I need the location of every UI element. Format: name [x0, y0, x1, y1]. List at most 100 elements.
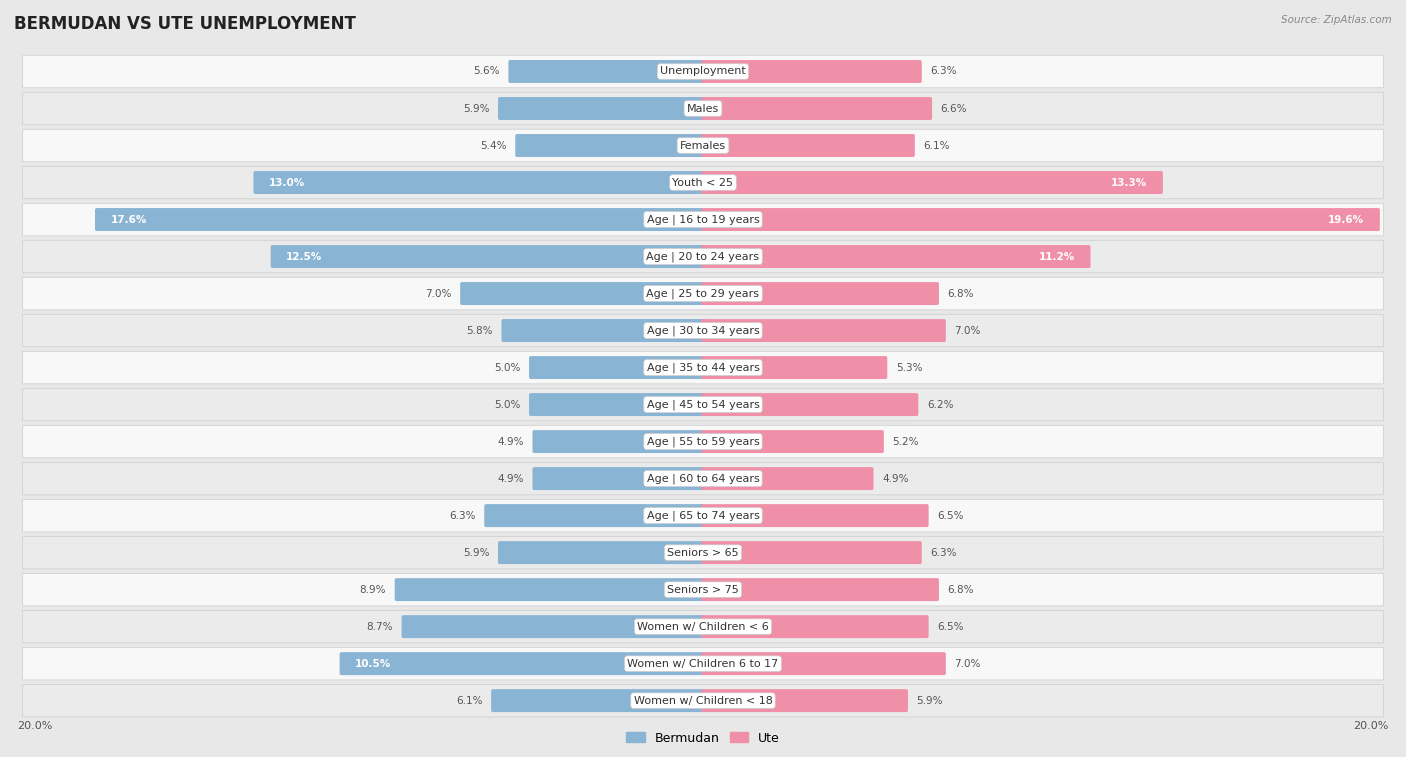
- FancyBboxPatch shape: [22, 684, 1384, 717]
- Text: Age | 25 to 29 years: Age | 25 to 29 years: [647, 288, 759, 299]
- Text: 5.6%: 5.6%: [474, 67, 499, 76]
- Text: 6.5%: 6.5%: [938, 511, 963, 521]
- Text: 12.5%: 12.5%: [287, 251, 322, 261]
- Text: Age | 16 to 19 years: Age | 16 to 19 years: [647, 214, 759, 225]
- Text: 8.7%: 8.7%: [367, 621, 392, 631]
- FancyBboxPatch shape: [22, 425, 1384, 458]
- Text: 5.2%: 5.2%: [893, 437, 920, 447]
- Text: 6.1%: 6.1%: [456, 696, 482, 706]
- Text: 7.0%: 7.0%: [955, 326, 981, 335]
- Text: 6.3%: 6.3%: [931, 67, 957, 76]
- Text: 6.1%: 6.1%: [924, 141, 950, 151]
- Text: Males: Males: [688, 104, 718, 114]
- Text: Age | 65 to 74 years: Age | 65 to 74 years: [647, 510, 759, 521]
- Text: 6.8%: 6.8%: [948, 584, 974, 594]
- FancyBboxPatch shape: [22, 500, 1384, 532]
- Text: 19.6%: 19.6%: [1329, 214, 1364, 225]
- FancyBboxPatch shape: [22, 167, 1384, 199]
- Text: 5.3%: 5.3%: [896, 363, 922, 372]
- FancyBboxPatch shape: [22, 463, 1384, 495]
- Text: 20.0%: 20.0%: [1353, 721, 1389, 731]
- FancyBboxPatch shape: [22, 203, 1384, 236]
- FancyBboxPatch shape: [22, 351, 1384, 384]
- FancyBboxPatch shape: [22, 92, 1384, 125]
- FancyBboxPatch shape: [515, 134, 704, 157]
- FancyBboxPatch shape: [22, 314, 1384, 347]
- FancyBboxPatch shape: [529, 356, 704, 379]
- Text: 6.3%: 6.3%: [931, 547, 957, 558]
- FancyBboxPatch shape: [702, 578, 939, 601]
- Text: 5.0%: 5.0%: [494, 400, 520, 410]
- Text: Women w/ Children < 18: Women w/ Children < 18: [634, 696, 772, 706]
- Text: Age | 30 to 34 years: Age | 30 to 34 years: [647, 326, 759, 336]
- Text: Age | 20 to 24 years: Age | 20 to 24 years: [647, 251, 759, 262]
- FancyBboxPatch shape: [271, 245, 704, 268]
- Text: 6.2%: 6.2%: [927, 400, 953, 410]
- FancyBboxPatch shape: [702, 245, 1091, 268]
- FancyBboxPatch shape: [702, 97, 932, 120]
- FancyBboxPatch shape: [702, 134, 915, 157]
- Text: 5.4%: 5.4%: [481, 141, 506, 151]
- FancyBboxPatch shape: [702, 504, 928, 527]
- FancyBboxPatch shape: [22, 277, 1384, 310]
- Text: 5.8%: 5.8%: [467, 326, 494, 335]
- Text: 6.8%: 6.8%: [948, 288, 974, 298]
- FancyBboxPatch shape: [702, 208, 1379, 231]
- Text: 6.6%: 6.6%: [941, 104, 967, 114]
- FancyBboxPatch shape: [340, 653, 704, 675]
- FancyBboxPatch shape: [22, 647, 1384, 680]
- Text: 6.3%: 6.3%: [449, 511, 475, 521]
- FancyBboxPatch shape: [509, 60, 704, 83]
- Text: 20.0%: 20.0%: [17, 721, 53, 731]
- Text: Age | 35 to 44 years: Age | 35 to 44 years: [647, 363, 759, 372]
- FancyBboxPatch shape: [702, 467, 873, 490]
- Text: 17.6%: 17.6%: [111, 214, 146, 225]
- FancyBboxPatch shape: [702, 60, 922, 83]
- FancyBboxPatch shape: [702, 356, 887, 379]
- Text: Seniors > 65: Seniors > 65: [668, 547, 738, 558]
- FancyBboxPatch shape: [22, 240, 1384, 273]
- Text: Females: Females: [681, 141, 725, 151]
- Text: 7.0%: 7.0%: [425, 288, 451, 298]
- Text: Age | 55 to 59 years: Age | 55 to 59 years: [647, 436, 759, 447]
- Text: 13.3%: 13.3%: [1111, 178, 1147, 188]
- FancyBboxPatch shape: [395, 578, 704, 601]
- FancyBboxPatch shape: [533, 467, 704, 490]
- FancyBboxPatch shape: [22, 573, 1384, 606]
- FancyBboxPatch shape: [491, 689, 704, 712]
- Text: 7.0%: 7.0%: [955, 659, 981, 668]
- FancyBboxPatch shape: [702, 319, 946, 342]
- Text: 6.5%: 6.5%: [938, 621, 963, 631]
- FancyBboxPatch shape: [22, 536, 1384, 569]
- Text: 5.9%: 5.9%: [463, 104, 489, 114]
- FancyBboxPatch shape: [253, 171, 704, 194]
- Text: 8.9%: 8.9%: [360, 584, 387, 594]
- FancyBboxPatch shape: [702, 171, 1163, 194]
- Text: Youth < 25: Youth < 25: [672, 178, 734, 188]
- Text: 13.0%: 13.0%: [269, 178, 305, 188]
- FancyBboxPatch shape: [22, 55, 1384, 88]
- Text: 5.9%: 5.9%: [917, 696, 943, 706]
- Text: Seniors > 75: Seniors > 75: [666, 584, 740, 594]
- Text: Age | 45 to 54 years: Age | 45 to 54 years: [647, 400, 759, 410]
- FancyBboxPatch shape: [96, 208, 704, 231]
- FancyBboxPatch shape: [402, 615, 704, 638]
- FancyBboxPatch shape: [22, 129, 1384, 162]
- FancyBboxPatch shape: [533, 430, 704, 453]
- Text: Women w/ Children < 6: Women w/ Children < 6: [637, 621, 769, 631]
- FancyBboxPatch shape: [22, 388, 1384, 421]
- Text: Unemployment: Unemployment: [661, 67, 745, 76]
- Text: 4.9%: 4.9%: [882, 474, 908, 484]
- Text: 11.2%: 11.2%: [1039, 251, 1076, 261]
- FancyBboxPatch shape: [702, 653, 946, 675]
- Text: Age | 60 to 64 years: Age | 60 to 64 years: [647, 473, 759, 484]
- Text: Source: ZipAtlas.com: Source: ZipAtlas.com: [1281, 15, 1392, 25]
- FancyBboxPatch shape: [702, 541, 922, 564]
- FancyBboxPatch shape: [529, 393, 704, 416]
- FancyBboxPatch shape: [484, 504, 704, 527]
- FancyBboxPatch shape: [498, 541, 704, 564]
- Text: BERMUDAN VS UTE UNEMPLOYMENT: BERMUDAN VS UTE UNEMPLOYMENT: [14, 15, 356, 33]
- FancyBboxPatch shape: [460, 282, 704, 305]
- Text: Women w/ Children 6 to 17: Women w/ Children 6 to 17: [627, 659, 779, 668]
- Legend: Bermudan, Ute: Bermudan, Ute: [621, 727, 785, 749]
